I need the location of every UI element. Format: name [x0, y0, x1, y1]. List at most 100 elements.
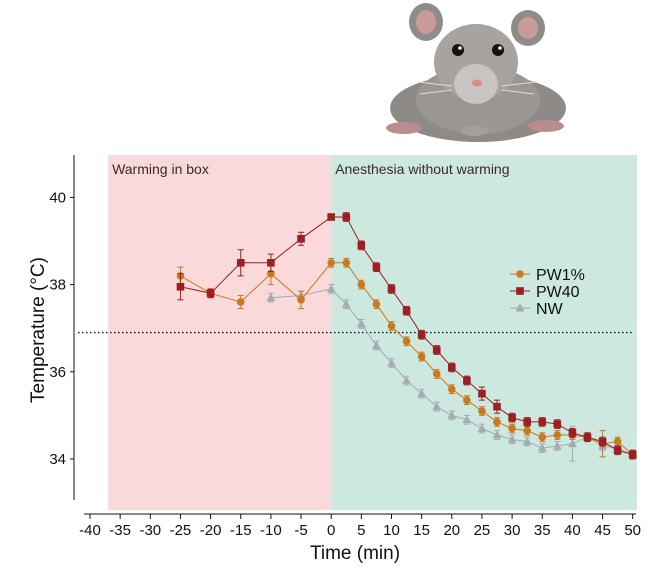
data-point — [493, 402, 501, 411]
data-point — [327, 259, 336, 267]
data-point — [297, 296, 305, 304]
y-tick-label: 34 — [49, 451, 66, 468]
data-point — [522, 436, 532, 445]
legend-label-NW: NW — [536, 301, 564, 318]
data-point — [341, 299, 351, 308]
x-tick-label: -15 — [230, 522, 252, 539]
data-point — [402, 306, 411, 315]
y-tick-label: 36 — [49, 364, 66, 381]
data-point — [417, 389, 427, 397]
x-tick-label: 20 — [443, 522, 460, 539]
data-point — [628, 450, 637, 459]
x-tick-label: 25 — [474, 522, 491, 539]
x-tick-label: -20 — [200, 522, 222, 539]
x-tick-label: -10 — [260, 522, 282, 539]
region-label-0: Warming in box — [112, 161, 209, 177]
x-tick-label: 45 — [594, 522, 611, 539]
data-point — [462, 415, 472, 424]
data-point — [613, 446, 622, 455]
data-point — [448, 363, 456, 372]
x-tick-label: -25 — [170, 522, 192, 539]
data-point — [537, 443, 547, 452]
data-point — [432, 346, 441, 354]
region-label-1: Anesthesia without warming — [335, 161, 509, 177]
data-point — [553, 420, 562, 428]
data-point — [402, 375, 411, 384]
data-point — [297, 235, 305, 243]
data-point — [387, 358, 396, 367]
data-point — [402, 337, 411, 346]
data-point — [508, 413, 516, 422]
x-tick-label: 40 — [564, 522, 581, 539]
data-point — [432, 402, 442, 411]
y-tick-label: 40 — [49, 189, 66, 206]
data-point — [598, 437, 607, 446]
data-point — [477, 423, 487, 432]
x-tick-label: 0 — [327, 522, 335, 539]
data-point — [448, 385, 456, 394]
x-tick-label: 50 — [624, 522, 641, 539]
series-PW40 — [176, 212, 637, 460]
data-point — [568, 439, 577, 448]
x-tick-label: -5 — [294, 522, 307, 539]
data-point — [326, 284, 336, 293]
x-tick-label: 5 — [357, 522, 365, 539]
data-point — [236, 298, 245, 306]
rat-illustration — [386, 3, 566, 142]
data-point — [568, 429, 577, 437]
data-point — [206, 289, 215, 298]
data-point — [266, 293, 276, 302]
data-point — [372, 300, 381, 309]
legend-marker-NW — [515, 303, 525, 312]
x-tick-label: 10 — [383, 522, 400, 539]
region-band-0 — [108, 155, 332, 510]
x-tick-label: -30 — [139, 522, 161, 539]
axes: 34 36 38 40 -40 -35 -30 -25 -20 -15 -10 -5 0 5 10 15 20 2… — [28, 155, 641, 564]
data-point — [267, 259, 275, 267]
x-tick-label: 30 — [504, 522, 521, 539]
data-point — [583, 433, 592, 441]
legend-label-PW1%: PW1% — [536, 267, 585, 284]
data-point — [508, 424, 516, 433]
x-tick-label: -35 — [109, 522, 131, 539]
data-point — [342, 213, 351, 221]
data-point — [552, 441, 562, 450]
data-point — [538, 418, 547, 426]
legend-marker-PW1% — [516, 270, 524, 278]
data-point — [447, 410, 457, 419]
data-point — [463, 376, 471, 385]
x-tick-label: 15 — [413, 522, 430, 539]
data-point — [176, 282, 185, 291]
data-point — [463, 396, 471, 404]
y-axis-title: Temperature (°C) — [28, 257, 49, 403]
data-point — [342, 259, 351, 267]
data-point — [478, 407, 486, 415]
data-point — [432, 370, 441, 378]
data-point — [478, 389, 486, 398]
data-point — [357, 241, 366, 250]
data-point — [372, 341, 381, 350]
data-point — [357, 280, 366, 289]
data-point — [387, 322, 396, 330]
x-tick-label: -40 — [79, 522, 101, 539]
data-point — [507, 434, 517, 443]
legend-label-PW40: PW40 — [536, 284, 580, 301]
data-point — [492, 430, 502, 439]
x-tick-label: 35 — [534, 522, 551, 539]
series-NW — [266, 284, 638, 462]
data-point — [417, 352, 426, 361]
data-point — [236, 259, 245, 267]
data-point — [417, 330, 426, 339]
x-axis-title: Time (min) — [310, 543, 400, 564]
data-point — [387, 285, 396, 293]
data-point — [523, 418, 531, 426]
data-point — [356, 319, 366, 328]
data-point — [553, 431, 562, 439]
data-point — [613, 437, 622, 446]
data-point — [493, 418, 501, 426]
legend-marker-PW40 — [516, 287, 524, 295]
data-point — [372, 263, 381, 271]
